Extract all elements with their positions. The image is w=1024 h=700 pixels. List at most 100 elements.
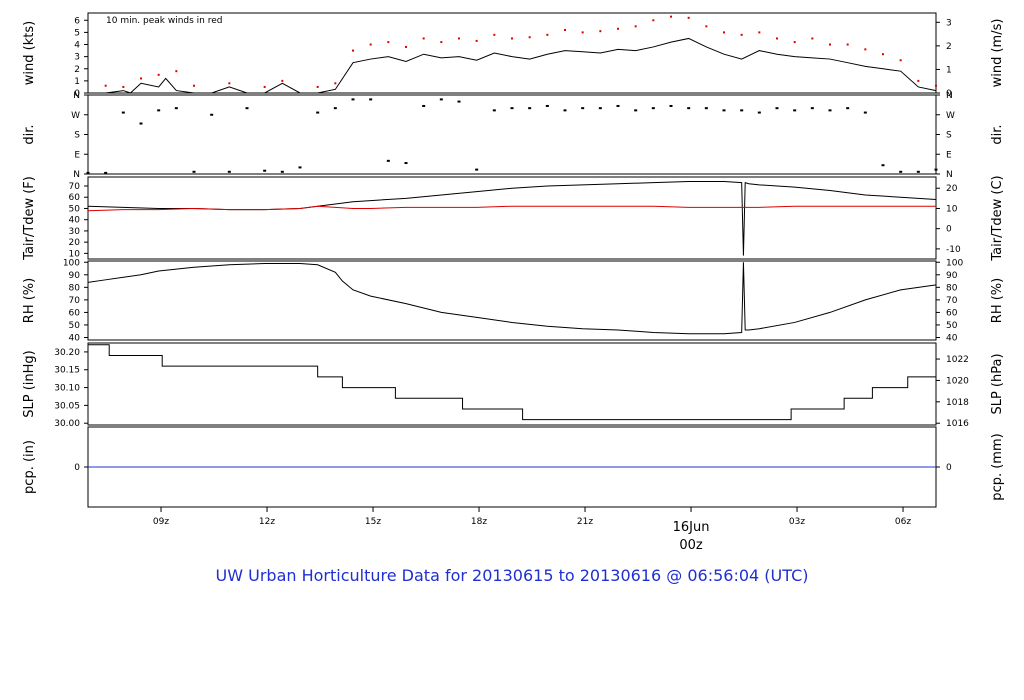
direction-point: [899, 170, 903, 173]
peak-wind-point: [316, 85, 319, 88]
left-tick-label: 60: [69, 308, 81, 318]
panel-frame-rh: [87, 260, 937, 341]
peak-wind-point: [122, 85, 125, 88]
left-tick-label: 80: [69, 283, 81, 293]
peak-wind-point: [369, 43, 372, 46]
panel-frame-temp: [87, 176, 937, 260]
peak-wind-point: [899, 59, 902, 62]
peak-wind-point: [740, 33, 743, 36]
left-tick-label: 1: [74, 77, 80, 87]
peak-wind-point: [670, 15, 672, 18]
peak-wind-point: [175, 70, 178, 73]
left-tick-label: 30.10: [54, 384, 80, 394]
peak-wind-point: [458, 37, 460, 40]
peak-wind-point: [634, 25, 637, 28]
left-tick-label: 50: [69, 204, 81, 214]
direction-point: [192, 170, 196, 173]
peak-wind-point: [528, 36, 531, 39]
direction-point: [457, 100, 461, 103]
direction-point: [616, 104, 620, 107]
axis-title-right: Tair/Tdew (C): [990, 175, 1005, 261]
left-tick-label: 20: [69, 238, 81, 248]
left-tick-label: 60: [69, 193, 81, 203]
direction-point: [581, 107, 585, 110]
axis-title-right: dir.: [990, 124, 1005, 144]
left-tick-label: N: [73, 170, 80, 180]
peak-wind-point: [475, 39, 478, 42]
right-tick-label: W: [946, 111, 955, 121]
right-tick-label: 3: [946, 18, 952, 28]
right-tick-label: 70: [946, 296, 958, 306]
direction-point: [174, 107, 178, 110]
left-tick-label: 30.20: [54, 348, 80, 358]
direction-point: [316, 111, 320, 114]
right-tick-label: S: [946, 131, 952, 141]
direction-point: [280, 170, 284, 173]
left-tick-label: W: [71, 111, 80, 121]
left-tick-label: 100: [63, 258, 80, 268]
series-line-RH: [87, 262, 937, 335]
left-tick-label: 70: [69, 296, 81, 306]
right-tick-label: 2: [946, 42, 952, 52]
direction-point: [475, 168, 479, 171]
direction-point: [757, 111, 761, 114]
direction-point: [86, 171, 90, 174]
direction-point: [404, 162, 408, 165]
left-tick-label: N: [73, 91, 80, 101]
peak-wind-point: [193, 84, 195, 87]
left-tick-label: 30: [69, 227, 81, 237]
direction-point: [669, 104, 673, 107]
peak-wind-point: [228, 82, 231, 85]
x-tick-label: 09z: [153, 517, 169, 527]
right-tick-label: 0: [946, 463, 952, 473]
direction-point: [828, 109, 832, 112]
left-tick-label: 6: [74, 16, 80, 26]
right-tick-label: N: [946, 91, 953, 101]
peak-wind-annotation: 10 min. peak winds in red: [106, 16, 223, 26]
right-tick-label: 90: [946, 271, 958, 281]
right-tick-label: N: [946, 170, 953, 180]
direction-point: [881, 164, 885, 167]
axis-title-left: SLP (inHg): [22, 350, 37, 418]
direction-point: [528, 107, 532, 110]
left-tick-label: 3: [74, 53, 80, 63]
left-tick-label: 30.00: [54, 419, 80, 429]
peak-wind-point: [564, 28, 566, 31]
direction-point: [386, 159, 390, 162]
panel-frame-wind: [87, 12, 937, 94]
left-tick-label: 40: [69, 333, 81, 343]
peak-wind-point: [546, 33, 549, 36]
direction-point: [687, 107, 691, 110]
day-marker-date: 16Jun: [673, 520, 710, 535]
direction-point: [121, 111, 125, 114]
left-tick-label: 4: [74, 41, 80, 51]
direction-point: [775, 107, 779, 110]
series-line-SLP: [88, 344, 936, 421]
panel-frame-slp: [87, 342, 937, 426]
direction-point: [916, 170, 920, 173]
peak-wind-point: [281, 79, 284, 82]
direction-point: [740, 109, 744, 112]
left-tick-label: 40: [69, 216, 81, 226]
peak-wind-point: [263, 85, 266, 88]
left-tick-label: 0: [74, 89, 80, 99]
peak-wind-point: [352, 49, 354, 52]
direction-point: [651, 107, 655, 110]
direction-point: [934, 168, 938, 171]
peak-wind-point: [422, 37, 425, 40]
peak-wind-point: [917, 79, 920, 82]
left-tick-label: 50: [69, 321, 81, 331]
direction-point: [351, 98, 355, 101]
x-tick-label: 03z: [789, 517, 805, 527]
left-tick-label: 70: [69, 182, 81, 192]
left-tick-label: 90: [69, 271, 81, 281]
direction-point: [333, 107, 337, 110]
axis-title-left: RH (%): [22, 278, 37, 323]
axis-title-left: Tair/Tdew (F): [22, 176, 37, 261]
direction-point: [369, 98, 373, 101]
left-tick-label: E: [74, 150, 80, 160]
direction-point: [722, 109, 726, 112]
right-tick-label: 1016: [946, 419, 969, 429]
axis-title-left: dir.: [22, 124, 37, 144]
